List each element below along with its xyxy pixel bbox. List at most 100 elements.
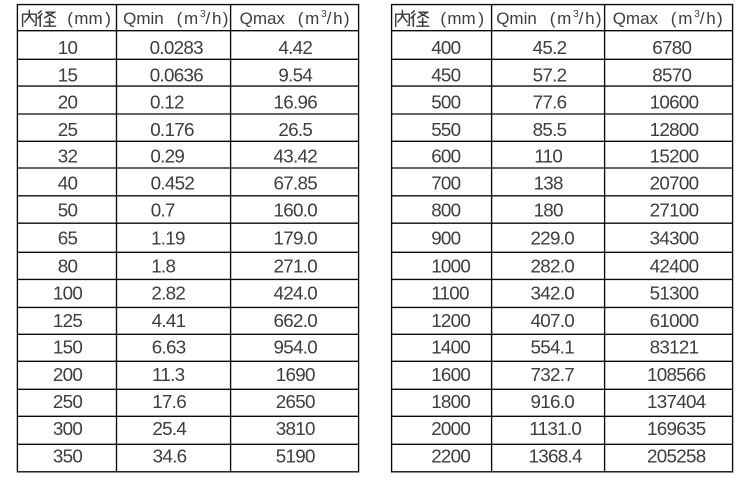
svg-text:400: 400 [431,37,460,58]
svg-text:2200: 2200 [431,446,470,467]
svg-text:8570: 8570 [652,64,691,85]
svg-text:0.7: 0.7 [151,200,175,221]
svg-text:77.6: 77.6 [533,92,567,113]
svg-text:342.0: 342.0 [531,283,575,304]
svg-text:(mm): (mm) [440,9,484,28]
svg-text:1368.4: 1368.4 [529,446,582,467]
svg-text:34.6: 34.6 [153,446,187,467]
svg-text:700: 700 [431,172,460,193]
svg-text:0.176: 0.176 [150,119,194,140]
svg-text:27100: 27100 [650,200,699,221]
svg-text:179.0: 179.0 [274,228,318,249]
svg-text:916.0: 916.0 [531,391,575,412]
svg-text:17.6: 17.6 [152,391,186,412]
svg-text:83121: 83121 [650,337,699,358]
svg-text:61000: 61000 [650,310,699,331]
svg-text:229.0: 229.0 [531,228,575,249]
svg-text:250: 250 [53,391,82,412]
svg-text:1000: 1000 [431,256,470,277]
svg-text:51300: 51300 [650,283,699,304]
svg-text:11.3: 11.3 [152,364,185,385]
svg-text:20: 20 [58,92,78,113]
svg-text:42400: 42400 [650,256,699,277]
svg-text:Qmin(m3/h): Qmin(m 3/h) [123,9,228,28]
svg-text:0.29: 0.29 [150,146,184,167]
svg-text:32: 32 [58,146,78,167]
svg-text:662.0: 662.0 [274,310,318,331]
svg-text:300: 300 [53,418,82,439]
svg-text:15200: 15200 [650,146,699,167]
svg-text:205258: 205258 [647,446,706,467]
svg-text:1400: 1400 [431,337,470,358]
svg-text:1131.0: 1131.0 [529,418,581,439]
svg-text:954.0: 954.0 [274,337,318,358]
svg-text:5190: 5190 [276,446,315,467]
svg-text:4.41: 4.41 [152,310,186,331]
svg-text:1690: 1690 [276,364,315,385]
svg-text:1100: 1100 [431,283,469,304]
svg-text:80: 80 [58,256,78,277]
svg-text:282.0: 282.0 [531,256,575,277]
svg-text:0.12: 0.12 [150,92,184,113]
svg-text:6.63: 6.63 [152,337,186,358]
svg-text:1600: 1600 [431,364,470,385]
svg-text:43.42: 43.42 [274,146,318,167]
svg-text:40: 40 [58,172,78,193]
svg-text:2.82: 2.82 [151,283,185,304]
svg-text:25.4: 25.4 [152,418,186,439]
svg-text:50: 50 [58,200,78,221]
svg-text:138: 138 [534,172,563,193]
svg-text:26.5: 26.5 [278,119,312,140]
svg-text:554.1: 554.1 [531,337,575,358]
svg-text:0.0283: 0.0283 [150,37,203,58]
svg-text:200: 200 [53,364,82,385]
svg-text:169635: 169635 [647,418,706,439]
svg-text:1800: 1800 [431,391,470,412]
svg-text:2000: 2000 [431,418,470,439]
svg-text:180: 180 [534,200,563,221]
svg-text:85.5: 85.5 [533,119,567,140]
svg-text:15: 15 [58,64,78,85]
svg-text:6780: 6780 [652,37,691,58]
svg-text:4.42: 4.42 [278,37,312,58]
svg-text:160.0: 160.0 [274,200,318,221]
svg-text:150: 150 [53,337,82,358]
svg-text:500: 500 [431,92,460,113]
svg-text:1.8: 1.8 [151,256,175,277]
svg-text:110: 110 [534,146,562,167]
svg-text:600: 600 [431,146,460,167]
svg-text:137404: 137404 [647,391,706,412]
svg-text:9.54: 9.54 [278,64,312,85]
svg-text:0.452: 0.452 [151,172,195,193]
svg-text:424.0: 424.0 [274,283,318,304]
svg-text:1.19: 1.19 [151,228,185,249]
svg-text:550: 550 [431,119,460,140]
svg-text:67.85: 67.85 [274,172,318,193]
svg-text:10: 10 [58,37,78,58]
svg-text:16.96: 16.96 [274,92,318,113]
svg-text:57.2: 57.2 [533,64,567,85]
svg-text:0.0636: 0.0636 [150,64,203,85]
svg-text:34300: 34300 [650,228,699,249]
svg-text:900: 900 [431,228,460,249]
svg-text:100: 100 [53,283,82,304]
svg-text:407.0: 407.0 [531,310,575,331]
svg-text:271.0: 271.0 [274,256,318,277]
svg-text:125: 125 [53,310,82,331]
svg-text:800: 800 [431,200,460,221]
svg-text:45.2: 45.2 [533,37,567,58]
svg-text:108566: 108566 [647,364,706,385]
svg-text:1200: 1200 [431,310,470,331]
svg-text:732.7: 732.7 [531,364,575,385]
svg-text:450: 450 [431,64,460,85]
svg-text:25: 25 [58,119,78,140]
svg-text:65: 65 [58,228,78,249]
svg-text:350: 350 [53,446,82,467]
svg-text:3810: 3810 [276,418,315,439]
svg-text:Qmin(m3/h): Qmin(m 3/h) [496,9,601,28]
svg-text:12800: 12800 [650,119,699,140]
svg-text:20700: 20700 [650,172,699,193]
svg-text:2650: 2650 [276,391,315,412]
svg-text:(mm): (mm) [67,9,111,28]
svg-text:10600: 10600 [650,92,699,113]
